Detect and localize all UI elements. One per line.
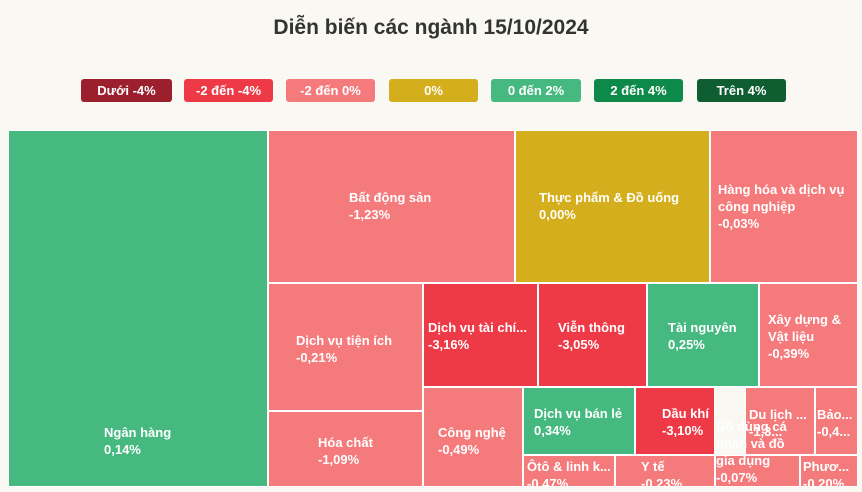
sector-value: -3,16% xyxy=(428,337,470,352)
sector-name: Ôtô & linh k... xyxy=(527,459,611,474)
legend-item: 0% xyxy=(389,79,478,102)
sector-name: Du lịch ... xyxy=(749,407,807,422)
sector-name: Tài nguyên xyxy=(668,320,737,335)
sector-tile[interactable]: Viễn thông -3,05% xyxy=(538,283,647,387)
sector-tile[interactable]: Ôtô & linh k... -0,47% xyxy=(523,455,615,487)
sector-value: -3,10% xyxy=(662,423,704,438)
sector-tile[interactable]: Hàng hóa và dịch vụ công nghiệp -0,03% xyxy=(710,130,858,283)
sector-tile[interactable]: Phươ... -0,20% xyxy=(800,455,858,487)
legend-item: Trên 4% xyxy=(697,79,786,102)
sector-value: 0,14% xyxy=(104,442,141,457)
legend-item: -2 đến 0% xyxy=(286,79,375,102)
sector-tile[interactable]: Dịch vụ bán lẻ 0,34% xyxy=(523,387,635,455)
sector-name: Thực phẩm & Đồ uống xyxy=(539,190,680,205)
sector-tile[interactable]: Y tế -0,23% xyxy=(615,455,715,487)
sector-name: Y tế xyxy=(641,459,665,474)
sector-name: Bảo... xyxy=(817,407,853,422)
sector-name: Dịch vụ tiện ích xyxy=(296,333,393,348)
sector-tile[interactable]: Dầu khí -3,10% xyxy=(635,387,715,455)
sector-name: Bất động sản xyxy=(349,190,432,205)
sector-tile[interactable]: Công nghệ -0,49% xyxy=(423,387,523,487)
sector-value: -0,21% xyxy=(296,350,338,365)
sector-name: Hóa chất xyxy=(318,435,373,450)
sector-tile[interactable]: Hóa chất -1,09% xyxy=(268,411,423,487)
legend-item: Dưới -4% xyxy=(81,79,172,102)
sector-tile[interactable]: Dịch vụ tài chí... -3,16% xyxy=(423,283,538,387)
sector-tile[interactable]: Du lịch ... -1,3... xyxy=(745,387,815,455)
sector-name: Dầu khí xyxy=(662,406,709,421)
sector-value: 0,00% xyxy=(539,207,576,222)
sector-name: Xây dựng & Vật liệu xyxy=(768,312,841,344)
sector-name: Công nghệ xyxy=(438,425,506,440)
sector-name: Phươ... xyxy=(803,459,850,474)
sector-tile[interactable]: Dịch vụ tiện ích -0,21% xyxy=(268,283,423,411)
sector-value: -0,23% xyxy=(641,476,683,487)
sector-tile[interactable]: Bất động sản -1,23% xyxy=(268,130,515,283)
sector-tile[interactable]: Bảo... -0,4... xyxy=(815,387,858,455)
sector-tile[interactable]: Ngân hàng 0,14% xyxy=(8,130,268,487)
sector-name: Hàng hóa và dịch vụ công nghiệp xyxy=(718,182,845,214)
sector-value: 0,25% xyxy=(668,337,705,352)
sector-value: -1,3... xyxy=(749,424,783,439)
sector-value: -0,03% xyxy=(718,216,760,231)
sector-name: Đồ dùng cá nhân và đồ gia dụng xyxy=(716,419,787,468)
sector-name: Dịch vụ bán lẻ xyxy=(534,406,623,421)
sector-tile[interactable]: Thực phẩm & Đồ uống 0,00% xyxy=(515,130,710,283)
legend-item: 0 đến 2% xyxy=(491,79,581,102)
sector-value: -0,39% xyxy=(768,346,810,361)
sector-value: -0,07% xyxy=(716,470,758,485)
sector-value: 0,34% xyxy=(534,423,571,438)
sector-value: -0,20% xyxy=(803,476,845,487)
sector-tile[interactable]: Tài nguyên 0,25% xyxy=(647,283,759,387)
sector-value: -0,4... xyxy=(817,424,851,439)
sector-value: -3,05% xyxy=(558,337,600,352)
sector-tile[interactable]: Xây dựng & Vật liệu -0,39% xyxy=(759,283,858,387)
legend-item: -2 đến -4% xyxy=(184,79,273,102)
sector-value: -1,09% xyxy=(318,452,360,467)
sector-tile-bg xyxy=(715,455,800,487)
sector-value: -0,47% xyxy=(527,476,569,487)
legend: Dưới -4% -2 đến -4% -2 đến 0% 0% 0 đến 2% 2 đ… xyxy=(0,79,862,103)
sector-value: -0,49% xyxy=(438,442,480,457)
sector-value: -1,23% xyxy=(349,207,391,222)
sector-name: Viễn thông xyxy=(558,320,625,335)
sector-name: Ngân hàng xyxy=(104,425,172,440)
sector-name: Dịch vụ tài chí... xyxy=(428,320,527,335)
legend-item: 2 đến 4% xyxy=(594,79,683,102)
sector-tile[interactable]: Đồ dùng cá nhân và đồ gia dụng -0,07% xyxy=(715,418,800,487)
chart-title: Diễn biến các ngành 15/10/2024 xyxy=(273,16,589,39)
